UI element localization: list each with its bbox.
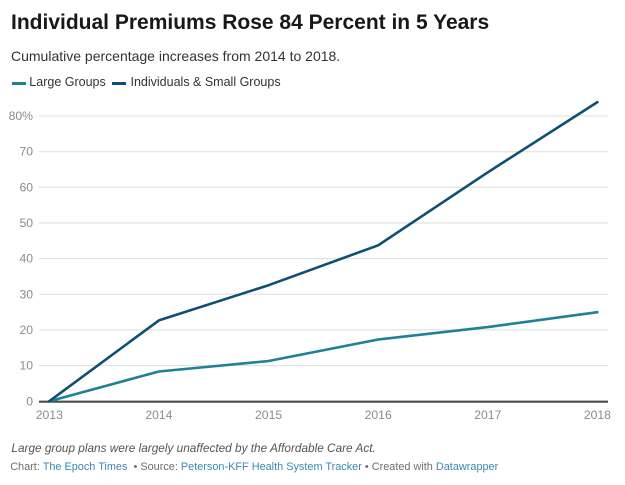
svg-text:50: 50 xyxy=(19,216,33,230)
svg-text:2016: 2016 xyxy=(365,408,392,422)
svg-text:2018: 2018 xyxy=(584,408,611,422)
svg-text:0: 0 xyxy=(26,395,33,409)
svg-text:2015: 2015 xyxy=(255,408,282,422)
svg-text:2013: 2013 xyxy=(36,408,63,422)
svg-text:30: 30 xyxy=(19,287,33,301)
svg-text:10: 10 xyxy=(19,359,33,373)
svg-text:60: 60 xyxy=(19,180,33,194)
svg-text:2017: 2017 xyxy=(474,408,501,422)
svg-text:80%: 80% xyxy=(9,109,34,123)
svg-text:2014: 2014 xyxy=(145,408,172,422)
svg-text:20: 20 xyxy=(19,323,33,337)
svg-text:40: 40 xyxy=(19,252,33,266)
svg-text:70: 70 xyxy=(19,145,33,159)
